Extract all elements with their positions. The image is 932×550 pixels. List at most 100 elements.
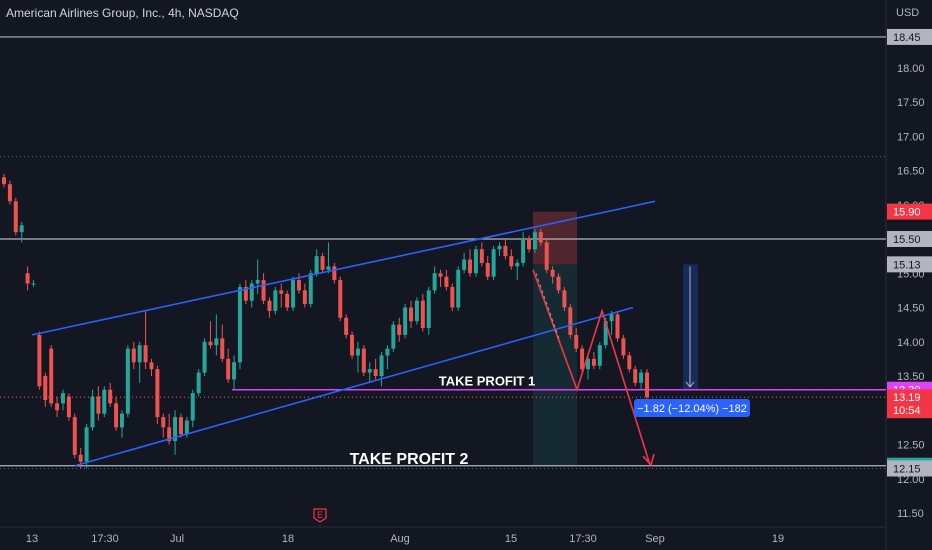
candle xyxy=(562,286,567,311)
y-tick-label: 12.00 xyxy=(897,474,925,486)
channel-lower-line[interactable] xyxy=(74,306,634,467)
candle xyxy=(556,273,561,294)
candle xyxy=(609,310,614,335)
candle xyxy=(639,369,644,390)
candle xyxy=(438,269,443,287)
candle xyxy=(373,358,378,380)
candle xyxy=(485,256,490,281)
candle-body xyxy=(243,286,248,301)
level-badge-text: 18.45 xyxy=(893,32,921,44)
candle-body xyxy=(479,249,484,263)
candle xyxy=(355,341,360,373)
candle xyxy=(414,297,419,325)
candle xyxy=(314,249,319,277)
channel-upper-line[interactable] xyxy=(31,200,656,336)
candle-body xyxy=(273,290,278,311)
candle xyxy=(615,310,620,342)
candle xyxy=(155,365,160,424)
candle-body xyxy=(609,314,614,322)
candle-body xyxy=(102,389,107,414)
candle-body xyxy=(149,362,154,370)
candle xyxy=(31,280,36,287)
candle-body xyxy=(137,345,142,363)
candle-body xyxy=(19,225,24,233)
candle xyxy=(397,317,402,342)
candle-body xyxy=(84,427,89,462)
candle xyxy=(532,228,537,253)
candle-body xyxy=(314,256,319,274)
high-badge-text: 15.90 xyxy=(893,207,921,219)
projection-path[interactable] xyxy=(532,269,651,466)
measure-arrowhead xyxy=(685,381,695,388)
earnings-marker[interactable]: E xyxy=(313,508,327,523)
candle xyxy=(220,324,225,363)
candle xyxy=(2,173,6,188)
candle-body xyxy=(645,372,649,398)
candle xyxy=(527,235,532,253)
candle-body xyxy=(119,413,124,428)
candle-body xyxy=(78,454,83,462)
high-badge-bg xyxy=(887,203,932,220)
x-tick-label: 17:30 xyxy=(569,533,597,545)
candle xyxy=(450,283,455,311)
candle xyxy=(296,273,301,294)
candle xyxy=(597,341,602,370)
candle xyxy=(285,290,290,311)
candle-body xyxy=(633,369,638,383)
y-tick-label: 11.50 xyxy=(897,508,924,520)
candle xyxy=(568,304,573,339)
candle-body xyxy=(2,177,6,185)
candle-body xyxy=(473,249,478,274)
candle-body xyxy=(521,239,526,263)
candle xyxy=(432,266,437,294)
level-badge: 12.15 xyxy=(887,460,932,477)
candle-body xyxy=(580,348,585,370)
candle xyxy=(627,352,632,373)
high-badge: 15.90 xyxy=(887,203,932,220)
candle-body xyxy=(302,290,307,305)
candle xyxy=(462,252,467,274)
level-badge: 18.45 xyxy=(887,28,932,45)
candle xyxy=(226,348,231,383)
candle xyxy=(60,389,65,411)
candle xyxy=(291,276,296,311)
earnings-icon[interactable] xyxy=(313,508,327,523)
candle-body xyxy=(450,286,455,308)
candle xyxy=(137,341,142,383)
measure-label-bg xyxy=(634,399,750,417)
candle-body xyxy=(515,262,520,267)
candle-body xyxy=(173,417,178,442)
candle-body xyxy=(527,239,532,250)
candle xyxy=(161,413,166,438)
y-tick-label: 12.50 xyxy=(897,440,925,452)
candle xyxy=(125,345,130,418)
candle xyxy=(173,410,178,455)
candle-body xyxy=(544,242,549,270)
candle xyxy=(78,447,83,469)
candle xyxy=(515,259,520,281)
current-price-bg xyxy=(887,389,932,419)
currency-label: USD xyxy=(896,7,919,19)
candle xyxy=(43,372,48,407)
candle xyxy=(143,310,148,370)
level-badge-text: 15.50 xyxy=(893,234,921,246)
candle xyxy=(267,297,272,318)
candle xyxy=(497,242,502,257)
candle-body xyxy=(491,249,496,277)
candle-body xyxy=(90,396,95,428)
candle xyxy=(385,345,390,370)
candle-body xyxy=(586,358,591,370)
candle xyxy=(25,266,30,291)
candle-body xyxy=(49,348,54,404)
candle-body xyxy=(249,283,254,301)
countdown-text: 10:54 xyxy=(893,405,921,417)
candle-body xyxy=(208,341,213,346)
candle-body xyxy=(131,348,136,363)
candle xyxy=(591,352,596,370)
candle-body xyxy=(237,286,242,363)
candle xyxy=(119,410,124,438)
measure-top-badge-text: 15.13 xyxy=(893,259,921,271)
candle xyxy=(84,423,89,469)
